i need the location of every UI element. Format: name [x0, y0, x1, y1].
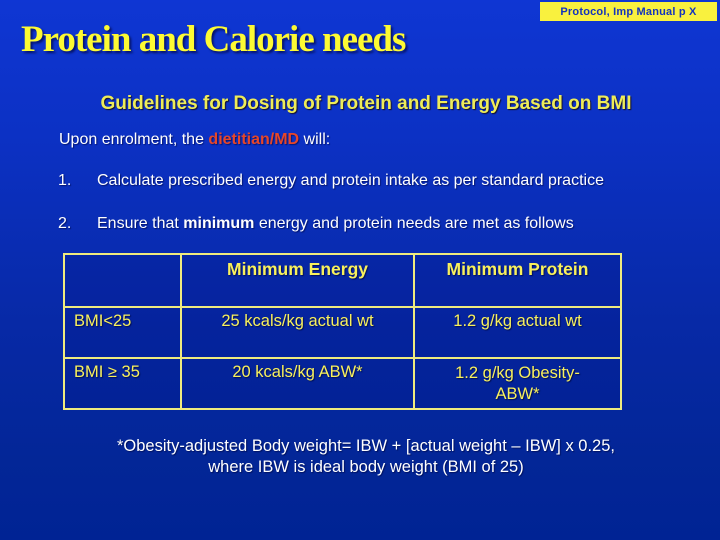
- table-row-bmi-under-25: BMI<25 25 kcals/kg actual wt 1.2 g/kg ac…: [63, 306, 622, 359]
- header-cell-empty: [63, 253, 182, 308]
- footnote: *Obesity-adjusted Body weight= IBW + [ac…: [6, 436, 720, 478]
- list-text-1: Calculate prescribed energy and protein …: [97, 172, 604, 189]
- cell-energy-bmi-over-35: 20 kcals/kg ABW*: [180, 357, 415, 410]
- header-cell-minimum-energy: Minimum Energy: [180, 253, 415, 308]
- list-text-2: Ensure that minimum energy and protein n…: [97, 215, 574, 232]
- list-number-1: 1.: [58, 172, 72, 189]
- cell-protein-bmi-over-35: 1.2 g/kg Obesity-ABW*: [413, 357, 622, 410]
- table-row-bmi-over-35: BMI ≥ 35 20 kcals/kg ABW* 1.2 g/kg Obesi…: [63, 357, 622, 410]
- section-heading: Guidelines for Dosing of Protein and Ene…: [100, 93, 632, 114]
- numbered-list-item-1: 1. Calculate prescribed energy and prote…: [58, 172, 604, 190]
- intro-text: Upon enrolment, the dietitian/MD will:: [59, 131, 330, 149]
- bmi-dosing-table-wrap: Minimum Energy Minimum Protein BMI<25 25…: [63, 253, 622, 410]
- cell-protein-bmi-under-25: 1.2 g/kg actual wt: [413, 306, 622, 359]
- footnote-line-1: *Obesity-adjusted Body weight= IBW + [ac…: [117, 437, 615, 455]
- table-header-row: Minimum Energy Minimum Protein: [63, 253, 622, 308]
- bmi-dosing-table: Minimum Energy Minimum Protein BMI<25 25…: [63, 253, 622, 410]
- dietitian-md-highlight: dietitian/MD: [208, 131, 300, 148]
- numbered-list-item-2: 2. Ensure that minimum energy and protei…: [58, 215, 574, 233]
- cell-bmi-under-25: BMI<25: [63, 306, 182, 359]
- footnote-line-2: where IBW is ideal body weight (BMI of 2…: [208, 458, 524, 476]
- cell-bmi-over-35: BMI ≥ 35: [63, 357, 182, 410]
- intro-text-pre: Upon enrolment, the: [59, 131, 209, 148]
- intro-text-post: will:: [299, 131, 331, 148]
- header-cell-minimum-protein: Minimum Protein: [413, 253, 622, 308]
- cell-energy-bmi-under-25: 25 kcals/kg actual wt: [180, 306, 415, 359]
- slide-title: Protein and Calorie needs: [21, 19, 406, 60]
- protocol-badge: Protocol, Imp Manual p X: [540, 2, 717, 21]
- list-number-2: 2.: [58, 215, 72, 232]
